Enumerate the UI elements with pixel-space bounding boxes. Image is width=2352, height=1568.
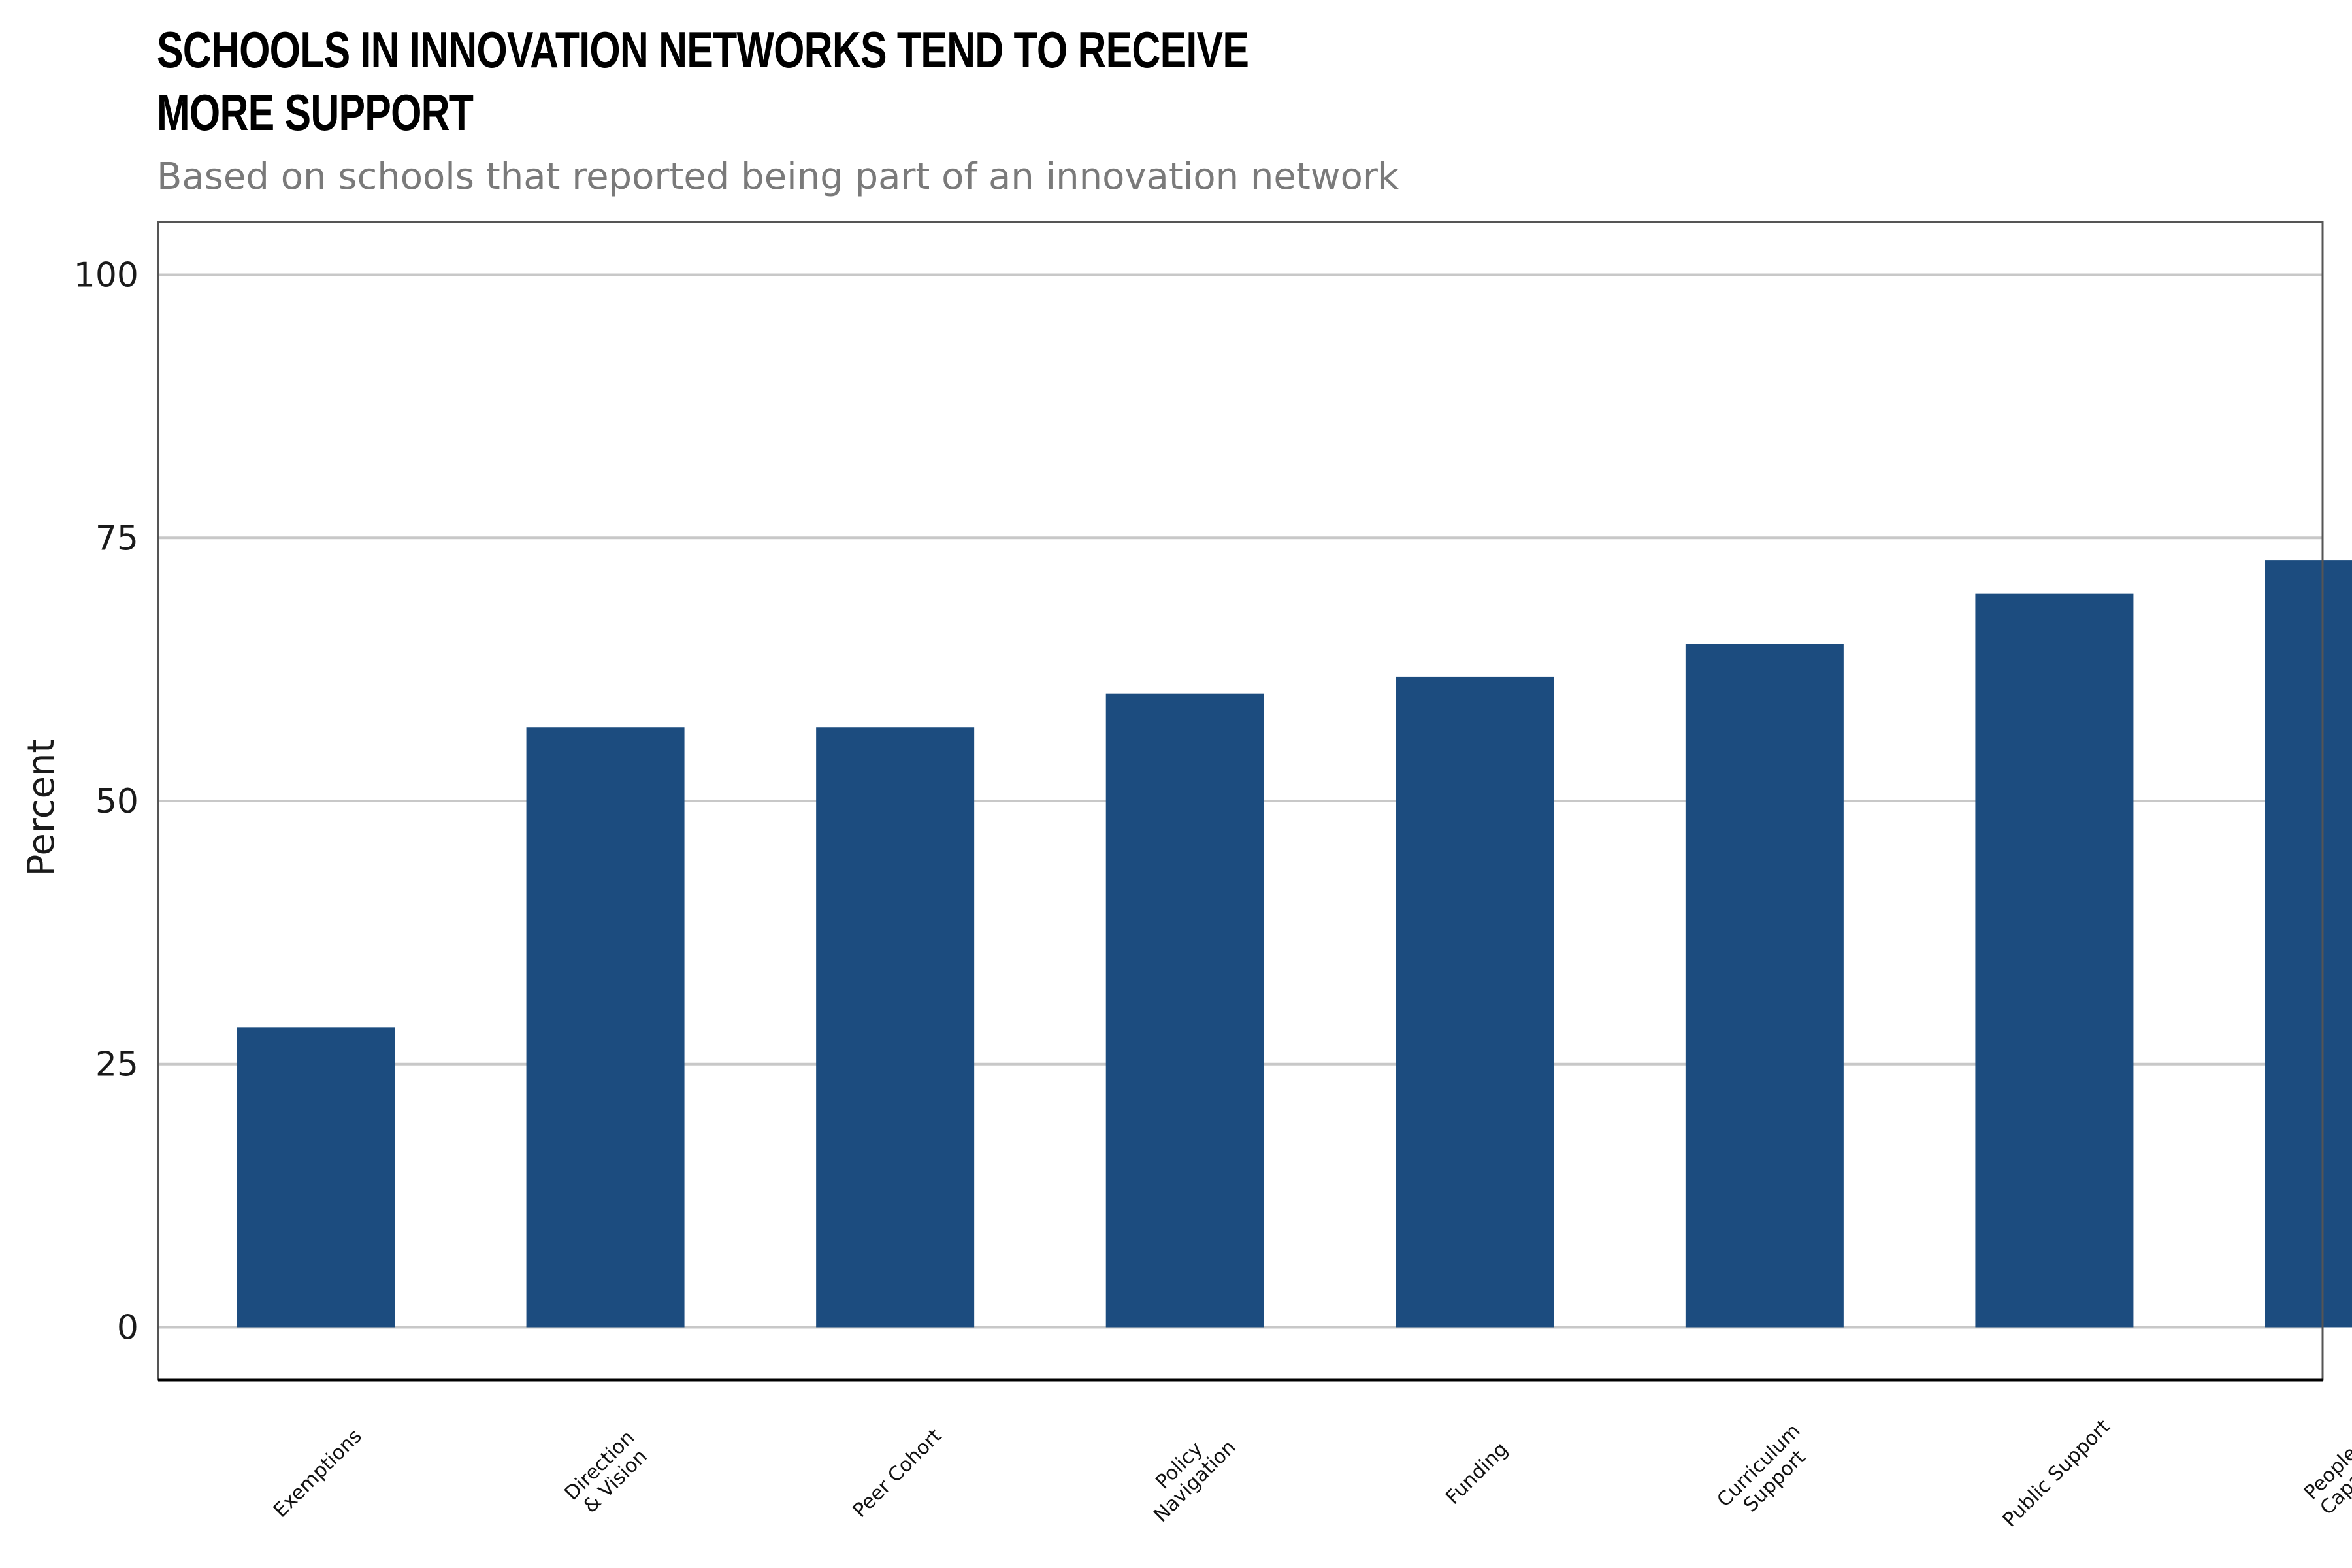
y-tick-label: 0	[117, 1308, 139, 1347]
bar	[1105, 693, 1264, 1328]
x-tick-label: People &Capacity	[2300, 1427, 2352, 1520]
bar	[237, 1027, 395, 1328]
chart-title: SCHOOLS IN INNOVATION NETWORKS TEND TO R…	[157, 18, 1249, 144]
bar	[816, 727, 975, 1328]
chart-subtitle: Based on schools that reported being par…	[157, 155, 1399, 198]
y-tick-label: 100	[74, 256, 139, 295]
gridlines	[158, 273, 2323, 1329]
chart-title-line-1: SCHOOLS IN INNOVATION NETWORKS TEND TO R…	[157, 21, 1249, 78]
x-tick-label: Peer Cohort	[849, 1424, 947, 1522]
bar	[1975, 593, 2134, 1328]
bar	[1396, 676, 1554, 1328]
x-tick-label-line: Exemptions	[269, 1425, 367, 1522]
chart-title-line-2: MORE SUPPORT	[157, 84, 474, 141]
axes	[157, 221, 2324, 1382]
x-tick-label: Exemptions	[269, 1425, 367, 1522]
y-axis-title: Percent	[20, 739, 63, 877]
x-tick-label-line: Public Support	[1999, 1415, 2115, 1531]
x-tick-label-line: Peer Cohort	[849, 1424, 947, 1522]
x-tick-label: CurriculumSupport	[1713, 1420, 1821, 1527]
x-tick-label: Funding	[1441, 1438, 1512, 1509]
bar	[526, 727, 685, 1328]
x-tick-label: Direction& Vision	[561, 1426, 655, 1521]
y-tick-label: 25	[95, 1045, 139, 1085]
y-tick-label: 75	[95, 519, 139, 558]
y-tick-label: 50	[95, 782, 139, 821]
bar	[2265, 560, 2352, 1328]
x-tick-label-line: Funding	[1441, 1438, 1512, 1509]
bars	[237, 560, 2352, 1328]
x-tick-label: PolicyNavigation	[1134, 1420, 1240, 1527]
bar	[1685, 644, 1844, 1328]
x-tick-label: Public Support	[1999, 1415, 2115, 1531]
